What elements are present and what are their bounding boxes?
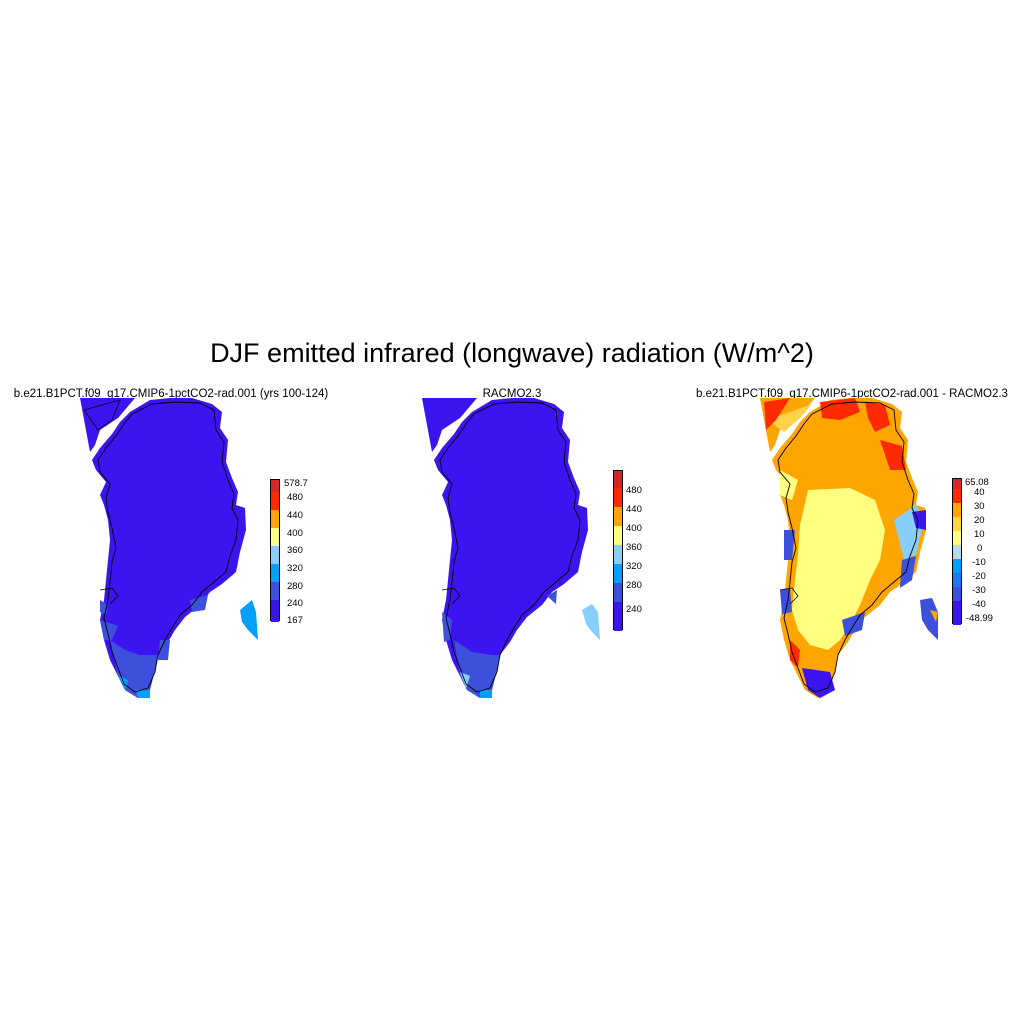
- colorbar-1-label: 167: [287, 615, 303, 626]
- colorbar-3-segment: [953, 573, 961, 587]
- colorbar-3-segment: [953, 479, 961, 489]
- colorbar-3-label: 30: [974, 501, 985, 512]
- colorbar-3-label: -30: [972, 585, 986, 596]
- colorbar-3-box: [952, 478, 962, 625]
- colorbar-1-segment: [271, 600, 279, 622]
- colorbar-3-label: -20: [972, 571, 986, 582]
- colorbar-3-segment: [953, 587, 961, 601]
- colorbar-2-segment: [614, 526, 622, 545]
- colorbar-1-label: 440: [287, 510, 303, 521]
- colorbar-1-segment: [271, 510, 279, 528]
- map-panel-3: [760, 398, 938, 698]
- colorbar-3-label: 65.08: [965, 477, 989, 488]
- panel-3-title: b.e21.B1PCT.f09_g17.CMIP6-1pctCO2-rad.00…: [696, 388, 1008, 400]
- colorbar-1-label: 578.7: [284, 478, 308, 489]
- colorbar-2-segment: [614, 488, 622, 507]
- colorbar-2-label: 440: [626, 504, 642, 515]
- colorbar-3-segment: [953, 559, 961, 573]
- colorbar-3-segment: [953, 503, 961, 517]
- colorbar-1-label: 480: [287, 492, 303, 503]
- colorbar-1-box: [270, 479, 280, 622]
- colorbar-2-segment: [614, 545, 622, 564]
- colorbar-1-label: 240: [287, 598, 303, 609]
- colorbar-3-segment: [953, 517, 961, 531]
- colorbar-2-segment: [614, 471, 622, 488]
- colorbar-1-segment: [271, 546, 279, 564]
- colorbar-1-label: 400: [287, 528, 303, 539]
- colorbar-2-label: 280: [626, 580, 642, 591]
- colorbar-1-segment: [271, 492, 279, 510]
- colorbar-1-segment: [271, 582, 279, 600]
- colorbar-1-segment: [271, 564, 279, 582]
- colorbar-1-segment: [271, 528, 279, 546]
- colorbar-3-segment: [953, 545, 961, 559]
- colorbar-3-label: 20: [974, 515, 985, 526]
- colorbar-3-label: 0: [977, 543, 983, 554]
- panel-2-title: RACMO2.3: [482, 388, 542, 400]
- colorbar-2-label: 400: [626, 523, 642, 534]
- map-panel-2: [422, 398, 600, 698]
- colorbar-2-label: 240: [626, 604, 642, 615]
- colorbar-1-segment: [271, 480, 279, 492]
- colorbar-3-segment: [953, 489, 961, 503]
- colorbar-1-label: 320: [287, 563, 303, 574]
- map-panel-1: [80, 398, 258, 698]
- colorbar-3-label: 10: [974, 529, 985, 540]
- colorbar-1-label: 280: [287, 581, 303, 592]
- colorbar-3-label: -48.99: [966, 613, 993, 624]
- colorbar-2-label: 360: [626, 542, 642, 553]
- colorbar-1-label: 360: [287, 545, 303, 556]
- colorbar-3-segment: [953, 531, 961, 545]
- colorbar-2-segment: [614, 564, 622, 583]
- colorbar-2-segment: [614, 507, 622, 526]
- colorbar-3-label: 40: [974, 487, 985, 498]
- colorbar-2-box: [613, 470, 623, 631]
- colorbar-3-label: -40: [972, 599, 986, 610]
- colorbar-2-label: 320: [626, 561, 642, 572]
- colorbar-2-segment: [614, 602, 622, 631]
- colorbar-3-segment: [953, 601, 961, 625]
- colorbar-2-segment: [614, 583, 622, 602]
- panel-1-title: b.e21.B1PCT.f09_g17.CMIP6-1pctCO2-rad.00…: [13, 388, 329, 400]
- colorbar-2-label: 480: [626, 485, 642, 496]
- colorbar-3-label: -10: [972, 557, 986, 568]
- figure-title: DJF emitted infrared (longwave) radiatio…: [210, 338, 814, 368]
